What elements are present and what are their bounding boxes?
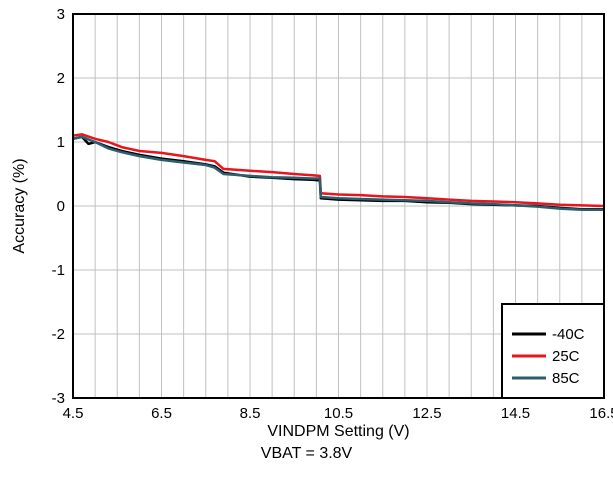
series-line-85C: [72, 135, 604, 212]
y-axis-title: Accuracy (%): [11, 158, 28, 253]
y-tick-label: -2: [52, 326, 65, 343]
x-tick-label: 16.5: [589, 405, 613, 422]
legend-box: [501, 303, 605, 399]
legend-label: 85C: [552, 370, 580, 387]
legend-label: -40C: [552, 326, 585, 343]
x-tick-label: 14.5: [501, 405, 530, 422]
legend: -40C 25C 85C: [501, 303, 605, 399]
x-tick-label: 6.5: [151, 405, 172, 422]
series-line-25C: [72, 133, 605, 208]
y-tick-label: 3: [57, 6, 65, 23]
x-tick-label: 12.5: [412, 405, 441, 422]
y-tick-label: -1: [52, 262, 65, 279]
y-tick-label: -3: [52, 390, 65, 407]
series-layer: [72, 133, 605, 212]
x-tick-label: 8.5: [240, 405, 261, 422]
chart-caption: VBAT = 3.8V: [260, 445, 353, 462]
x-tick-label: 4.5: [63, 405, 84, 422]
y-tick-label: 0: [57, 198, 65, 215]
x-axis-title: VINDPM Setting (V): [267, 423, 409, 440]
x-tick-label: 10.5: [324, 405, 353, 422]
plot-frame: [72, 13, 605, 399]
y-tick-label: 1: [57, 134, 65, 151]
tick-labels: 4.5 6.5 8.5 10.5 12.5 14.5 16.5 -3 -2 -1 0 1 2 3: [52, 6, 613, 422]
legend-label: 25C: [552, 348, 580, 365]
y-tick-label: 2: [57, 70, 65, 87]
